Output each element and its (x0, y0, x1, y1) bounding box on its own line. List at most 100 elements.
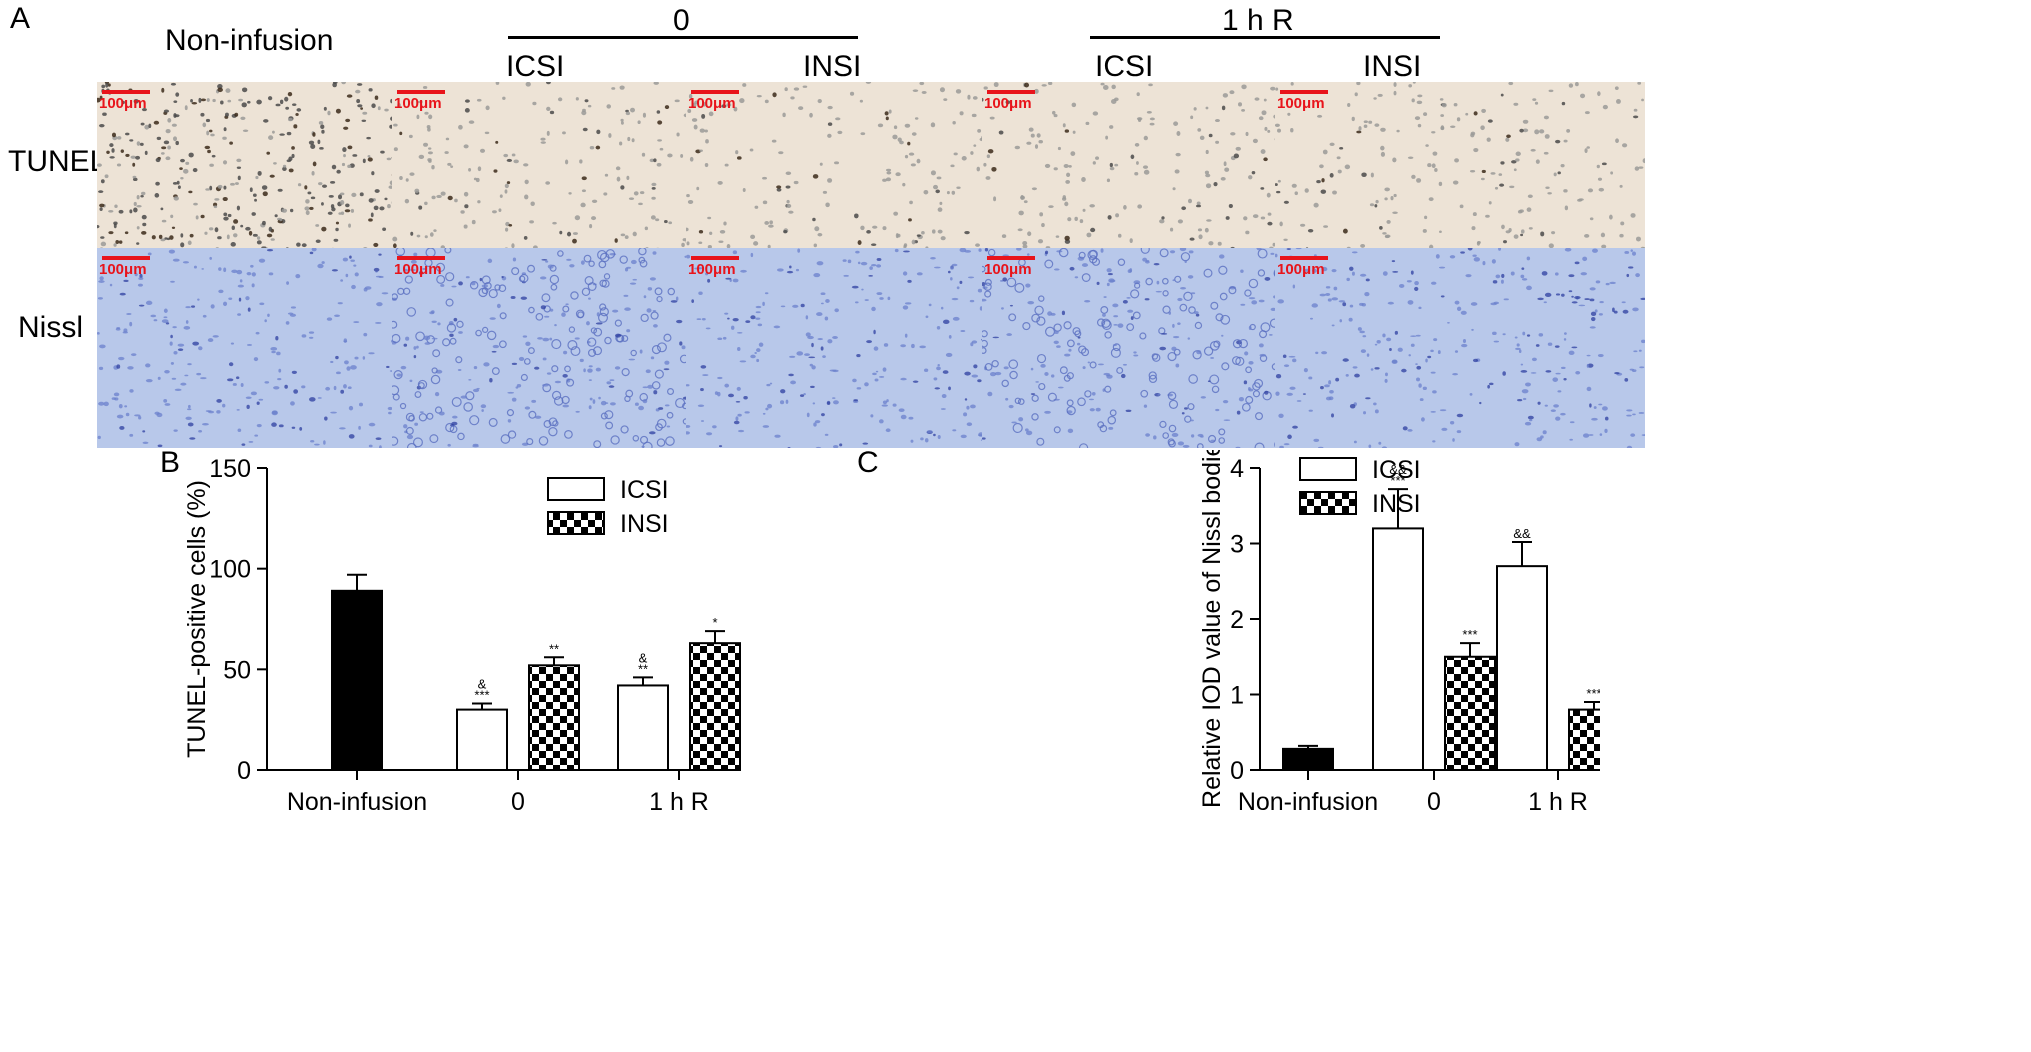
nissl-cell (512, 257, 517, 262)
nissl-cell (1095, 407, 1101, 412)
nissl-cell (172, 258, 180, 262)
nissl-cell (588, 297, 591, 300)
nissl-cell (780, 305, 786, 308)
cell-nucleus (1294, 191, 1298, 196)
nissl-cell (632, 278, 638, 281)
cell-nucleus (1584, 148, 1588, 153)
nissl-cell (973, 364, 978, 369)
nissl-cell (583, 368, 586, 373)
nissl-cell (621, 335, 629, 343)
nissl-cell (1410, 335, 1417, 338)
cell-nucleus (649, 158, 655, 163)
nissl-cell (336, 371, 341, 375)
nissl-cell (375, 275, 382, 278)
nissl-cell (202, 314, 207, 318)
nissl-cell (1624, 250, 1630, 254)
nissl-cell (825, 299, 830, 303)
nissl-cell (1487, 384, 1490, 389)
cell-nucleus (476, 98, 482, 102)
nissl-cell (1222, 400, 1229, 404)
nissl-cell (652, 309, 657, 312)
nissl-cell (406, 442, 417, 448)
nissl-cell (579, 358, 584, 363)
nissl-cell (647, 384, 654, 389)
nissl-cell (646, 308, 652, 313)
cell-nucleus (1557, 171, 1561, 175)
cell-nucleus (405, 178, 409, 182)
cell-nucleus (100, 179, 105, 184)
cell-nucleus (330, 181, 336, 184)
nissl-cell (1159, 420, 1167, 429)
cell-nucleus (909, 200, 913, 205)
nissl-cell (750, 252, 754, 258)
nissl-cell (535, 312, 544, 321)
nissl-cell (253, 357, 259, 362)
cell-nucleus (632, 231, 637, 237)
nissl-cell (936, 325, 941, 330)
cell-nucleus (423, 142, 429, 147)
cell-nucleus (1396, 129, 1400, 133)
cell-nucleus (1450, 125, 1456, 129)
cell-nucleus (236, 158, 242, 163)
cell-nucleus (1363, 120, 1368, 123)
nissl-cell (185, 306, 191, 309)
cell-nucleus (335, 221, 340, 225)
cell-nucleus (1300, 223, 1306, 227)
nissl-cell (1171, 346, 1177, 351)
cell-nucleus (1074, 216, 1078, 221)
nissl-cell (1177, 297, 1183, 302)
nissl-cell (1414, 281, 1419, 286)
cell-nucleus (270, 238, 275, 241)
nissl-cell (134, 414, 141, 417)
nissl-cell (605, 249, 616, 259)
nissl-cell (417, 379, 428, 390)
nissl-cell (1172, 279, 1176, 282)
nissl-cell (321, 261, 325, 265)
nissl-cell (750, 354, 756, 359)
cell-nucleus (408, 134, 413, 139)
nissl-cell (150, 314, 157, 318)
nissl-cell (378, 253, 382, 256)
nissl-cell (531, 399, 537, 403)
nissl-cell (1196, 350, 1202, 355)
cell-nucleus (1535, 159, 1540, 164)
cell-nucleus (1245, 230, 1250, 235)
cell-nucleus (1041, 84, 1047, 87)
nissl-cell (1188, 374, 1199, 384)
cell-nucleus (1149, 117, 1155, 121)
nissl-cell (1259, 353, 1267, 357)
nissl-cell (363, 332, 368, 337)
nissl-cell (1223, 419, 1231, 422)
nissl-cell (1387, 301, 1394, 305)
nissl-cell (201, 268, 205, 270)
legend-label: INSI (1372, 490, 1421, 518)
cell-nucleus (1241, 84, 1247, 90)
cell-nucleus (191, 102, 198, 105)
nissl-cell (1080, 348, 1090, 357)
bar-icsi (1372, 527, 1424, 772)
nissl-cell (1107, 415, 1117, 425)
cell-nucleus (1454, 158, 1459, 163)
nissl-cell (184, 374, 189, 377)
nissl-cell (1433, 338, 1438, 342)
nissl-cell (653, 390, 658, 395)
cell-nucleus (802, 85, 808, 88)
cell-nucleus (1390, 195, 1394, 201)
cell-nucleus (1136, 92, 1140, 97)
cell-nucleus (200, 98, 207, 102)
cell-nucleus (1637, 82, 1642, 85)
nissl-cell (1081, 263, 1089, 267)
nissl-cell (625, 389, 634, 398)
cell-nucleus (1267, 212, 1272, 216)
nissl-cell (236, 269, 243, 275)
cell-nucleus (1214, 118, 1220, 123)
cell-nucleus (693, 124, 698, 130)
cell-nucleus (304, 206, 310, 211)
nissl-cell (871, 306, 876, 312)
cell-nucleus (193, 202, 198, 206)
nissl-cell (1452, 373, 1458, 376)
cell-nucleus (136, 242, 140, 245)
nissl-cell (982, 347, 987, 354)
nissl-cell (191, 305, 196, 308)
cell-nucleus (1392, 211, 1398, 215)
